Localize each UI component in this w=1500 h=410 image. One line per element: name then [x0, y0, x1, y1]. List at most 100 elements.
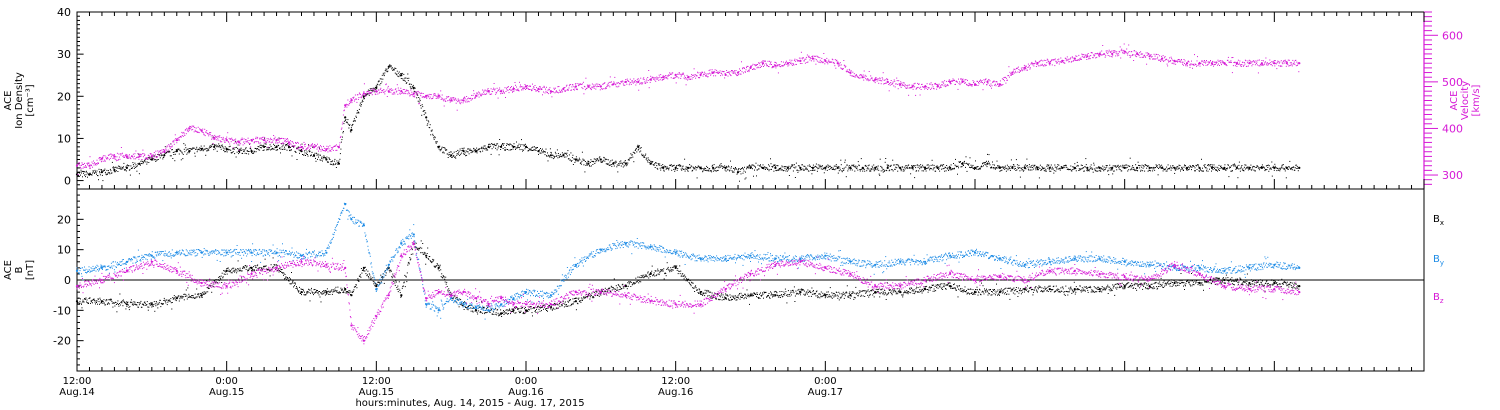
ion-density-dot — [787, 169, 789, 171]
velocity-point — [662, 76, 665, 79]
velocity-dot — [826, 61, 828, 63]
velocity-dot — [602, 83, 604, 85]
ion-density-dot — [235, 140, 237, 142]
ion-density-dot — [506, 143, 508, 145]
ion-density-dot — [733, 171, 735, 173]
ion-density-dot — [872, 168, 874, 170]
ion-density-dot — [622, 163, 624, 165]
ion-density-dot — [798, 170, 800, 172]
velocity-dot — [419, 93, 421, 95]
velocity-dot — [914, 86, 916, 88]
velocity-dot — [1121, 50, 1123, 52]
ion-density-dot — [473, 148, 475, 150]
velocity-dot — [1216, 62, 1217, 64]
ion-density-dot — [790, 166, 792, 168]
ion-density-dot — [644, 154, 646, 156]
ion-density-dot — [336, 160, 338, 162]
velocity-dot — [429, 96, 431, 98]
ion-density-dot — [686, 168, 688, 170]
velocity-dot — [563, 90, 565, 92]
velocity-dot — [553, 88, 555, 90]
velocity-dot — [778, 64, 780, 66]
velocity-dot — [894, 80, 896, 82]
velocity-point — [949, 80, 952, 83]
ion-density-dot — [1109, 169, 1111, 171]
ion-density-dot — [525, 143, 526, 145]
velocity-dot — [924, 86, 926, 88]
velocity-dot — [588, 84, 590, 86]
velocity-dot — [437, 93, 439, 95]
velocity-dot — [279, 141, 280, 143]
ion-density-dot — [428, 121, 430, 123]
ion-density-dot — [1221, 167, 1222, 168]
ion-density-dot — [476, 147, 478, 149]
velocity-dot — [1112, 50, 1114, 52]
velocity-dot — [467, 100, 469, 102]
ion-density-dot — [417, 94, 419, 96]
ion-density-dot — [129, 169, 131, 171]
velocity-dot — [749, 69, 750, 71]
velocity-dot — [162, 151, 164, 153]
velocity-dot — [468, 101, 470, 103]
velocity-dot — [794, 58, 796, 60]
ion-density-dot — [866, 168, 868, 170]
ion-density-dot — [479, 148, 481, 150]
ion-density-dot — [594, 158, 596, 160]
velocity-dot — [811, 56, 813, 58]
ion-density-dot — [806, 168, 808, 170]
velocity-dot — [1144, 54, 1146, 56]
velocity-dot — [1034, 60, 1036, 62]
velocity-dot — [1043, 65, 1045, 67]
ion-density-dot — [969, 166, 970, 168]
velocity-dot — [747, 65, 749, 67]
ion-density-dot — [966, 170, 968, 172]
ion-density-dot — [1277, 168, 1279, 169]
velocity-dot — [1029, 67, 1031, 69]
velocity-dot — [433, 93, 435, 94]
velocity-dot — [1020, 70, 1022, 72]
velocity-dot — [786, 64, 788, 65]
velocity-dot — [927, 89, 929, 90]
ion-density-dot — [1059, 169, 1061, 171]
velocity-dot — [892, 82, 894, 84]
velocity-dot — [1114, 50, 1116, 52]
velocity-dot — [891, 83, 893, 85]
velocity-dot — [306, 148, 308, 150]
velocity-dot — [441, 97, 443, 99]
velocity-dot — [112, 157, 114, 159]
velocity-dot — [115, 158, 117, 160]
velocity-dot — [196, 130, 198, 132]
velocity-dot — [630, 82, 632, 83]
ion-density-dot — [434, 137, 436, 139]
ion-density-dot — [869, 170, 871, 172]
velocity-dot — [1205, 62, 1206, 64]
velocity-dot — [1073, 57, 1075, 59]
ion-density-dot — [449, 156, 451, 157]
ion-density-dot — [212, 136, 214, 138]
velocity-dot — [986, 84, 988, 86]
ion-density-dot — [1229, 166, 1231, 168]
ion-density-dot — [205, 154, 207, 156]
ion-density-dot — [875, 166, 877, 168]
ion-density-dot — [619, 162, 621, 164]
ion-density-dot — [637, 144, 639, 146]
ion-density-dot — [420, 105, 422, 107]
velocity-dot — [314, 144, 316, 146]
ion-density-dot — [1110, 168, 1112, 170]
ion-density-dot — [1156, 165, 1158, 166]
ion-density-dot — [1159, 166, 1161, 168]
ion-density-dot — [747, 166, 749, 168]
velocity-dot — [493, 83, 495, 84]
velocity-dot — [869, 79, 871, 81]
ion-density-dot — [1054, 164, 1056, 166]
ion-density-dot — [939, 170, 941, 172]
ion-density-dot — [1131, 168, 1133, 170]
velocity-dot — [405, 89, 407, 91]
ion-density-dot — [576, 159, 578, 161]
ion-density-dot — [468, 148, 470, 150]
ion-density-dot — [523, 149, 524, 151]
velocity-dot — [405, 93, 407, 95]
velocity-dot — [483, 90, 485, 92]
ion-density-dot — [531, 149, 532, 151]
velocity-dot — [855, 74, 857, 75]
